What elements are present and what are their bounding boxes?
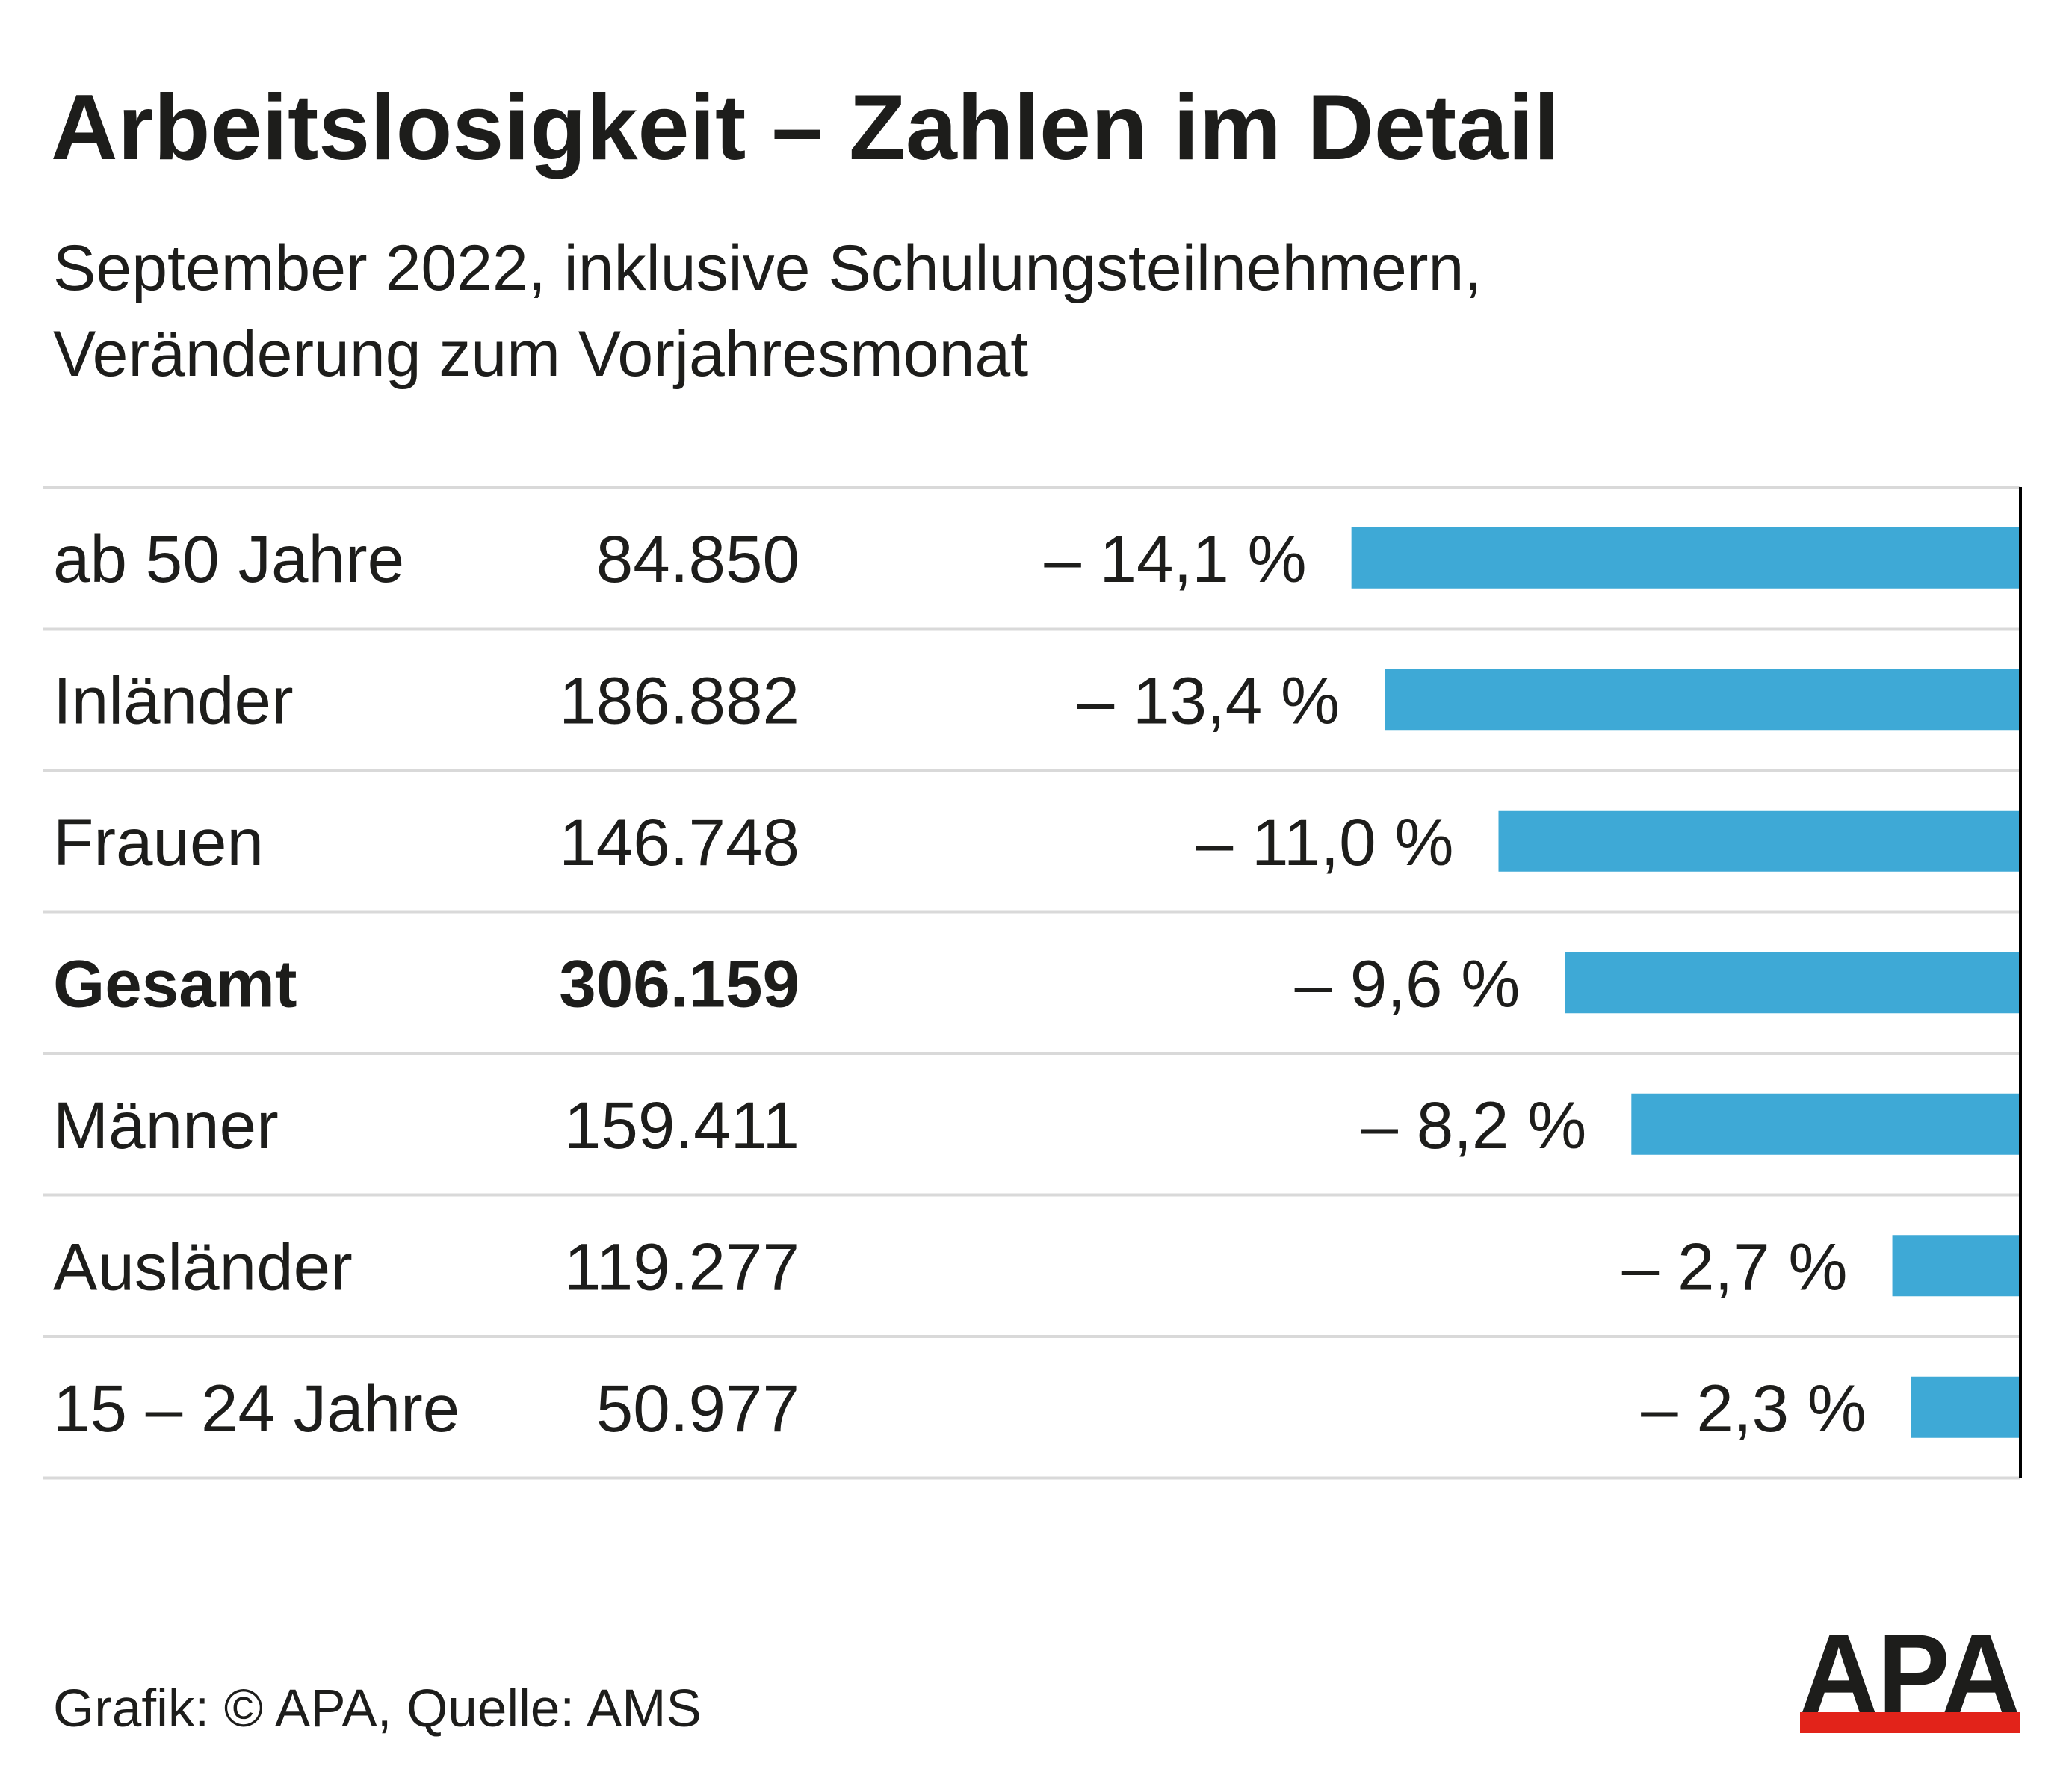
value-label: – 14,1 % bbox=[1044, 521, 1306, 596]
chart-subtitle: Veränderung zum Vorjahresmonat bbox=[53, 318, 1028, 390]
chart-subtitle: September 2022, inklusive Schulungsteiln… bbox=[53, 232, 1482, 304]
bar bbox=[1498, 810, 2020, 872]
chart-title: Arbeitslosigkeit – Zahlen im Detail bbox=[51, 76, 1559, 179]
row-label: 15 – 24 Jahre bbox=[53, 1371, 460, 1446]
count-label: 119.277 bbox=[564, 1229, 800, 1304]
logo-bar bbox=[1800, 1712, 2020, 1733]
logo: APA bbox=[1800, 1611, 2020, 1736]
value-label: – 11,0 % bbox=[1196, 805, 1454, 879]
source: Grafik: © APA, Quelle: AMS bbox=[53, 1679, 702, 1738]
value-label: – 13,4 % bbox=[1077, 663, 1340, 737]
count-label: 50.977 bbox=[596, 1371, 800, 1446]
row-label: Ausländer bbox=[53, 1229, 353, 1304]
count-label: 84.850 bbox=[596, 521, 800, 596]
value-label: – 2,3 % bbox=[1641, 1371, 1867, 1446]
bar bbox=[1385, 669, 2020, 731]
bar bbox=[1631, 1093, 2020, 1155]
value-label: – 9,6 % bbox=[1295, 946, 1521, 1020]
row-label: Gesamt bbox=[53, 946, 297, 1020]
row-label: Inländer bbox=[53, 663, 294, 737]
count-label: 146.748 bbox=[559, 805, 800, 879]
bar bbox=[1892, 1235, 2020, 1297]
bar bbox=[1565, 952, 2020, 1014]
bar bbox=[1911, 1376, 2020, 1438]
row-label: ab 50 Jahre bbox=[53, 521, 404, 596]
value-label: – 8,2 % bbox=[1361, 1088, 1586, 1162]
count-label: 159.411 bbox=[564, 1088, 800, 1162]
row-label: Frauen bbox=[53, 805, 264, 879]
value-label: – 2,7 % bbox=[1622, 1229, 1848, 1304]
bar bbox=[1351, 527, 2020, 589]
count-label: 306.159 bbox=[559, 946, 800, 1020]
row-label: Männer bbox=[53, 1088, 279, 1162]
count-label: 186.882 bbox=[559, 663, 800, 737]
